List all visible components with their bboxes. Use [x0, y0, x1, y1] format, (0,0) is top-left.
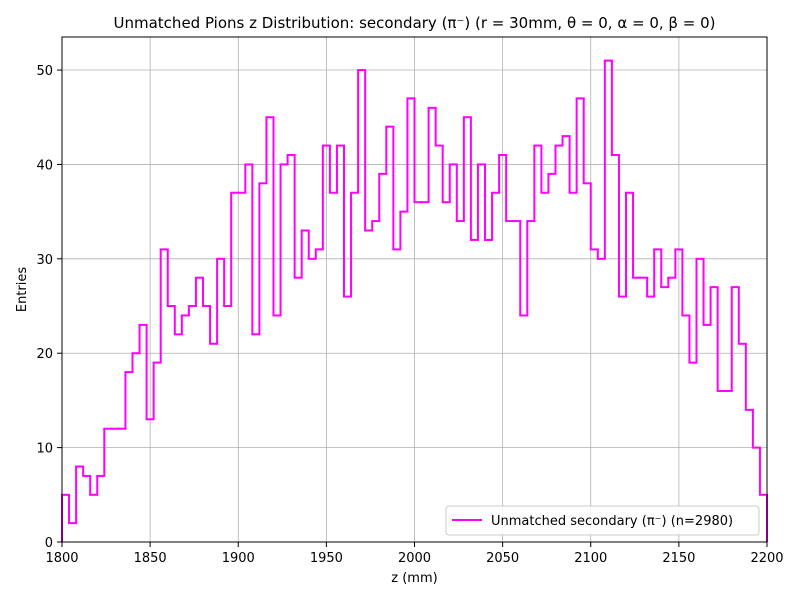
x-tick-label: 2150 — [662, 551, 695, 566]
y-tick-label: 30 — [36, 253, 53, 268]
y-tick-label: 10 — [36, 442, 53, 457]
x-tick-label: 2000 — [398, 551, 431, 566]
y-axis-label: Entries — [15, 267, 30, 313]
axis-ticks: 1800 1850 1900 1950 2000 2050 2100 2150 22000102… — [36, 64, 783, 566]
x-tick-label: 1800 — [45, 551, 78, 566]
legend: Unmatched secondary (π⁻) (n=2980) — [445, 505, 760, 536]
x-tick-label: 2100 — [574, 551, 607, 566]
y-tick-label: 50 — [36, 64, 53, 79]
x-tick-label: 1900 — [222, 551, 255, 566]
legend-entry-label: Unmatched secondary (π⁻) (n=2980) — [491, 514, 733, 529]
y-tick-label: 40 — [36, 158, 53, 173]
chart-title: Unmatched Pions z Distribution: secondar… — [114, 14, 716, 32]
y-tick-label: 0 — [45, 536, 53, 551]
histogram-series — [61, 59, 768, 542]
x-tick-label: 1850 — [134, 551, 167, 566]
x-tick-label: 1950 — [310, 551, 343, 566]
legend-box — [445, 505, 760, 536]
x-tick-label: 2050 — [486, 551, 519, 566]
y-tick-label: 20 — [36, 347, 53, 362]
x-axis-label: z (mm) — [391, 571, 437, 586]
x-tick-label: 2200 — [750, 551, 783, 566]
